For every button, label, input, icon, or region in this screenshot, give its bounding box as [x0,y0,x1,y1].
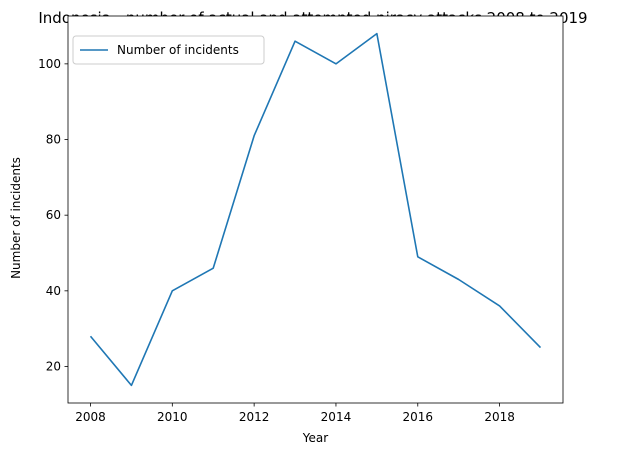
y-axis-label: Number of incidents [9,157,23,279]
x-tick-label: 2016 [402,410,433,424]
y-axis-ticks: 20 40 60 80 100 [38,57,68,373]
plot-frame [67,15,564,404]
x-tick-label: 2008 [75,410,106,424]
legend-label: Number of incidents [117,43,239,57]
y-tick-label: 60 [46,208,61,222]
x-axis-label: Year [302,431,328,445]
y-tick-label: 20 [46,359,61,373]
x-tick-label: 2012 [239,410,270,424]
legend-box [72,35,265,65]
y-tick-label: 80 [46,133,61,147]
legend: Number of incidents [72,35,265,65]
y-tick-label: 100 [38,57,61,71]
plot-area [68,16,563,403]
y-tick-label: 40 [46,284,61,298]
x-tick-label: 2014 [321,410,352,424]
x-axis-ticks: 2008 2010 2012 2014 2016 2018 [75,403,515,424]
x-tick-label: 2010 [157,410,188,424]
series-layer [89,32,542,387]
series-line-0 [89,32,542,387]
x-tick-label: 2018 [484,410,515,424]
